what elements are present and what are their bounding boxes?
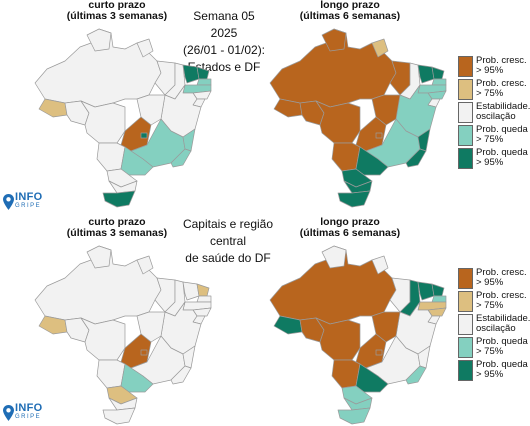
legend-item: Estabilidade./oscilação — [458, 314, 530, 336]
region-rs — [337, 190, 371, 208]
legend-item: Prob. queda > 75% — [458, 125, 530, 147]
region-rs — [102, 407, 136, 425]
region-rn — [431, 66, 445, 80]
region-df — [375, 132, 383, 139]
legend-swatch — [458, 291, 473, 312]
bottom-left-title: curto prazo (últimas 3 semanas) — [66, 216, 168, 239]
logo-main-text: INFO — [15, 402, 43, 414]
region-sc — [343, 180, 373, 194]
region-rn — [196, 66, 210, 80]
region-rn — [196, 283, 210, 297]
region-ce — [417, 64, 435, 84]
legend-swatch — [458, 79, 473, 100]
region-ce — [182, 64, 200, 84]
logo-sub-text: GRIPE — [15, 203, 42, 209]
map-bottom-right — [269, 245, 447, 425]
legend-item: Estabilidade./oscilação — [458, 102, 530, 124]
map-bottom-left — [34, 245, 212, 425]
region-sp — [355, 146, 389, 176]
region-rs — [337, 407, 371, 425]
legend-item: Prob. cresc. > 95% — [458, 268, 530, 290]
location-pin-icon — [3, 405, 14, 421]
region-mt — [80, 317, 126, 361]
region-df — [375, 349, 383, 356]
bottom-right-title: longo prazo (últimas 6 semanas) — [299, 216, 401, 239]
region-df — [140, 132, 148, 139]
region-sc — [108, 180, 138, 194]
legend-top: Prob. cresc. > 95% Prob. cresc. > 75% Esta… — [458, 56, 530, 171]
region-mt — [80, 100, 126, 144]
region-ac — [38, 98, 68, 118]
region-rj — [170, 148, 192, 168]
region-ms — [96, 359, 126, 389]
region-ap — [371, 38, 389, 58]
region-ac — [273, 98, 303, 118]
region-pb — [431, 78, 447, 86]
infogripe-logo: INFO GRIPE — [3, 191, 43, 211]
legend-item: Prob. queda > 95% — [458, 360, 530, 382]
legend-item: Prob. cresc. > 95% — [458, 56, 530, 78]
legend-item: Prob. queda > 95% — [458, 148, 530, 170]
region-ac — [273, 315, 303, 335]
region-rr — [86, 245, 112, 269]
region-rj — [170, 365, 192, 385]
region-rr — [321, 28, 347, 52]
legend-swatch — [458, 268, 473, 289]
region-rj — [405, 148, 427, 168]
region-ms — [331, 142, 361, 172]
logo-sub-text: GRIPE — [15, 414, 42, 420]
legend-swatch — [458, 148, 473, 169]
legend-item: Prob. cresc. > 75% — [458, 79, 530, 101]
region-ce — [417, 281, 435, 301]
region-ac — [38, 315, 68, 335]
region-rj — [405, 365, 427, 385]
region-df — [140, 349, 148, 356]
region-sc — [108, 397, 138, 411]
infogripe-logo: INFO GRIPE — [3, 402, 43, 422]
region-rr — [86, 28, 112, 52]
legend-item: Prob. queda > 75% — [458, 337, 530, 359]
bottom-center-title: Capitais e região central de saúde do DF — [182, 217, 274, 265]
legend-bottom: Prob. cresc. > 95% Prob. cresc. > 75% Esta… — [458, 268, 530, 383]
region-rn — [431, 283, 445, 297]
region-pb — [431, 295, 447, 303]
legend-swatch — [458, 102, 473, 123]
region-ap — [136, 255, 154, 275]
region-ce — [182, 281, 200, 301]
region-ap — [136, 38, 154, 58]
top-left-title: curto prazo (últimas 3 semanas) — [66, 0, 168, 22]
region-sp — [120, 363, 154, 393]
map-top-left — [34, 28, 212, 208]
legend-swatch — [458, 360, 473, 381]
top-right-title: longo prazo (últimas 6 semanas) — [299, 0, 401, 22]
region-mt — [315, 317, 361, 361]
legend-swatch — [458, 337, 473, 358]
region-rs — [102, 190, 136, 208]
region-sp — [120, 146, 154, 176]
legend-item: Prob. cresc. > 75% — [458, 291, 530, 313]
region-pb — [196, 295, 212, 303]
logo-main-text: INFO — [15, 191, 43, 203]
region-sp — [355, 363, 389, 393]
location-pin-icon — [3, 194, 14, 210]
map-top-right — [269, 28, 447, 208]
legend-swatch — [458, 314, 473, 335]
legend-swatch — [458, 56, 473, 77]
region-ap — [371, 255, 389, 275]
region-ms — [96, 142, 126, 172]
region-sc — [343, 397, 373, 411]
region-ms — [331, 359, 361, 389]
region-rr — [321, 245, 347, 269]
region-mt — [315, 100, 361, 144]
legend-swatch — [458, 125, 473, 146]
region-pb — [196, 78, 212, 86]
